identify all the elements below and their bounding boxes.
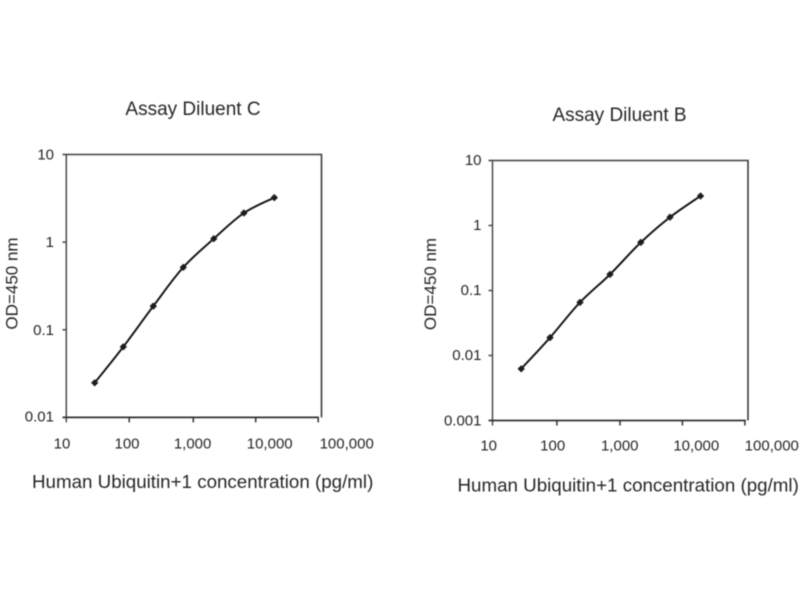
svg-text:OD=450 nm: OD=450 nm [421,238,440,330]
svg-text:100: 100 [540,438,565,455]
svg-text:10,000: 10,000 [247,435,293,452]
svg-text:10,000: 10,000 [673,438,719,455]
svg-text:10: 10 [480,438,497,455]
svg-text:1,000: 1,000 [174,435,212,452]
svg-text:Assay Diluent C: Assay Diluent C [125,99,260,120]
svg-text:1: 1 [46,234,54,251]
svg-text:100: 100 [114,435,139,452]
svg-text:10: 10 [465,152,482,169]
svg-text:0.01: 0.01 [452,347,481,364]
svg-text:10: 10 [54,435,71,452]
svg-text:Human Ubiquitin+1 concentratio: Human Ubiquitin+1 concentration (pg/ml) [32,471,373,492]
svg-text:1,000: 1,000 [601,438,639,455]
svg-text:1: 1 [473,217,481,234]
svg-text:0.1: 0.1 [461,282,482,299]
svg-text:0.01: 0.01 [25,409,54,426]
svg-text:100,000: 100,000 [320,435,374,452]
svg-text:Assay Diluent B: Assay Diluent B [552,105,686,126]
svg-text:100,000: 100,000 [745,438,799,455]
svg-text:Human Ubiquitin+1 concentratio: Human Ubiquitin+1 concentration (pg/ml) [458,475,799,496]
svg-text:OD=450 nm: OD=450 nm [3,237,22,329]
svg-text:0.1: 0.1 [33,322,54,339]
svg-text:10: 10 [37,147,54,164]
svg-text:0.001: 0.001 [444,412,482,429]
